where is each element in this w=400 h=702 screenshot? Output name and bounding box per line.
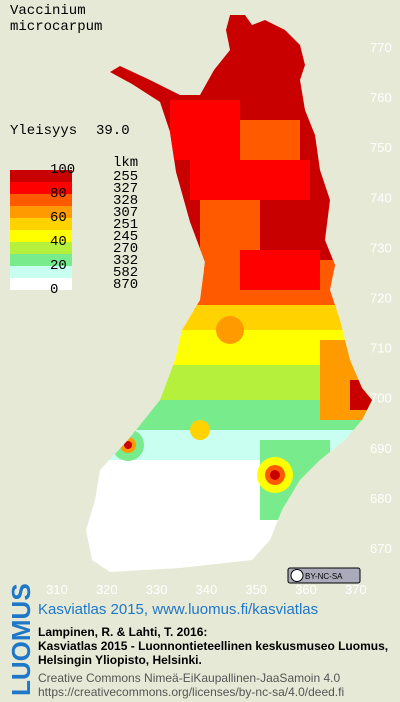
- legend-count: 328: [113, 193, 138, 209]
- legend-count: 327: [113, 181, 138, 197]
- grid-north-label: 720: [370, 291, 392, 306]
- legend-swatch: [10, 266, 72, 278]
- legend-swatch: [10, 194, 72, 206]
- grid-east-label: 360: [295, 582, 317, 597]
- legend-count: 245: [113, 229, 138, 245]
- species-name: Vaccinium: [10, 3, 86, 19]
- legend-boundary: 20: [50, 258, 67, 274]
- legend-count: 255: [113, 169, 138, 185]
- species-name: microcarpum: [10, 19, 102, 35]
- grid-north-label: 760: [370, 90, 392, 105]
- legend-count: 307: [113, 205, 138, 221]
- legend-swatch: [10, 254, 72, 266]
- frequency-label: Yleisyys: [10, 123, 77, 139]
- legend-count: 332: [113, 253, 138, 269]
- grid-labels: 770 760 750 740 730 720 710 700 690 680 670 310 320 3…: [46, 40, 392, 597]
- legend-count: 582: [113, 265, 138, 281]
- grid-north-label: 680: [370, 491, 392, 506]
- citation: Kasviatlas 2015 - Luonnontieteellinen ke…: [38, 639, 388, 653]
- license-text: Creative Commons Nimeä-EiKaupallinen-Jaa…: [38, 671, 340, 685]
- grid-east-label: 340: [196, 582, 218, 597]
- footer-heading: Kasviatlas 2015, www.luomus.fi/kasviatla…: [38, 601, 318, 618]
- license-badge: BY-NC-SA: [287, 567, 361, 584]
- logo: LUOMUS: [6, 583, 36, 696]
- frequency-value: 39.0: [96, 123, 130, 139]
- legend-swatch: [10, 182, 72, 194]
- grid-east-label: 350: [245, 582, 267, 597]
- grid-east-label: 370: [345, 582, 367, 597]
- legend-count: 270: [113, 241, 138, 257]
- legend-boundary: 100: [50, 162, 75, 178]
- grid-north-label: 730: [370, 240, 392, 255]
- grid-east-label: 320: [96, 582, 118, 597]
- legend-swatch: [10, 278, 72, 290]
- grid-north-label: 750: [370, 140, 392, 155]
- grid-east-label: 310: [46, 582, 68, 597]
- grid-north-label: 710: [370, 341, 392, 356]
- license-url: https://creativecommons.org/licenses/by-…: [38, 685, 344, 699]
- grid-north-label: 770: [370, 40, 392, 55]
- legend-boundary: 40: [50, 234, 67, 250]
- legend-header: lkm: [113, 155, 138, 171]
- legend-count: 251: [113, 217, 138, 233]
- legend-count: 870: [113, 277, 138, 293]
- grid-east-label: 330: [146, 582, 168, 597]
- grid-north-label: 700: [370, 391, 392, 406]
- legend-boundary: 60: [50, 210, 67, 226]
- citation: Helsingin Yliopisto, Helsinki.: [38, 653, 202, 667]
- legend-swatch: [10, 170, 72, 182]
- legend-swatch: [10, 242, 72, 254]
- grid-north-label: 740: [370, 190, 392, 205]
- legend-swatch: [10, 230, 72, 242]
- legend-swatch: [10, 218, 72, 230]
- grid-north-label: 670: [370, 541, 392, 556]
- citation: Lampinen, R. & Lahti, T. 2016:: [38, 625, 207, 639]
- legend-boundary: 0: [50, 282, 58, 298]
- legend-swatch: [10, 206, 72, 218]
- license-badge-text: BY-NC-SA: [305, 572, 343, 581]
- legend-boundary: 80: [50, 186, 67, 202]
- grid-north-label: 690: [370, 441, 392, 456]
